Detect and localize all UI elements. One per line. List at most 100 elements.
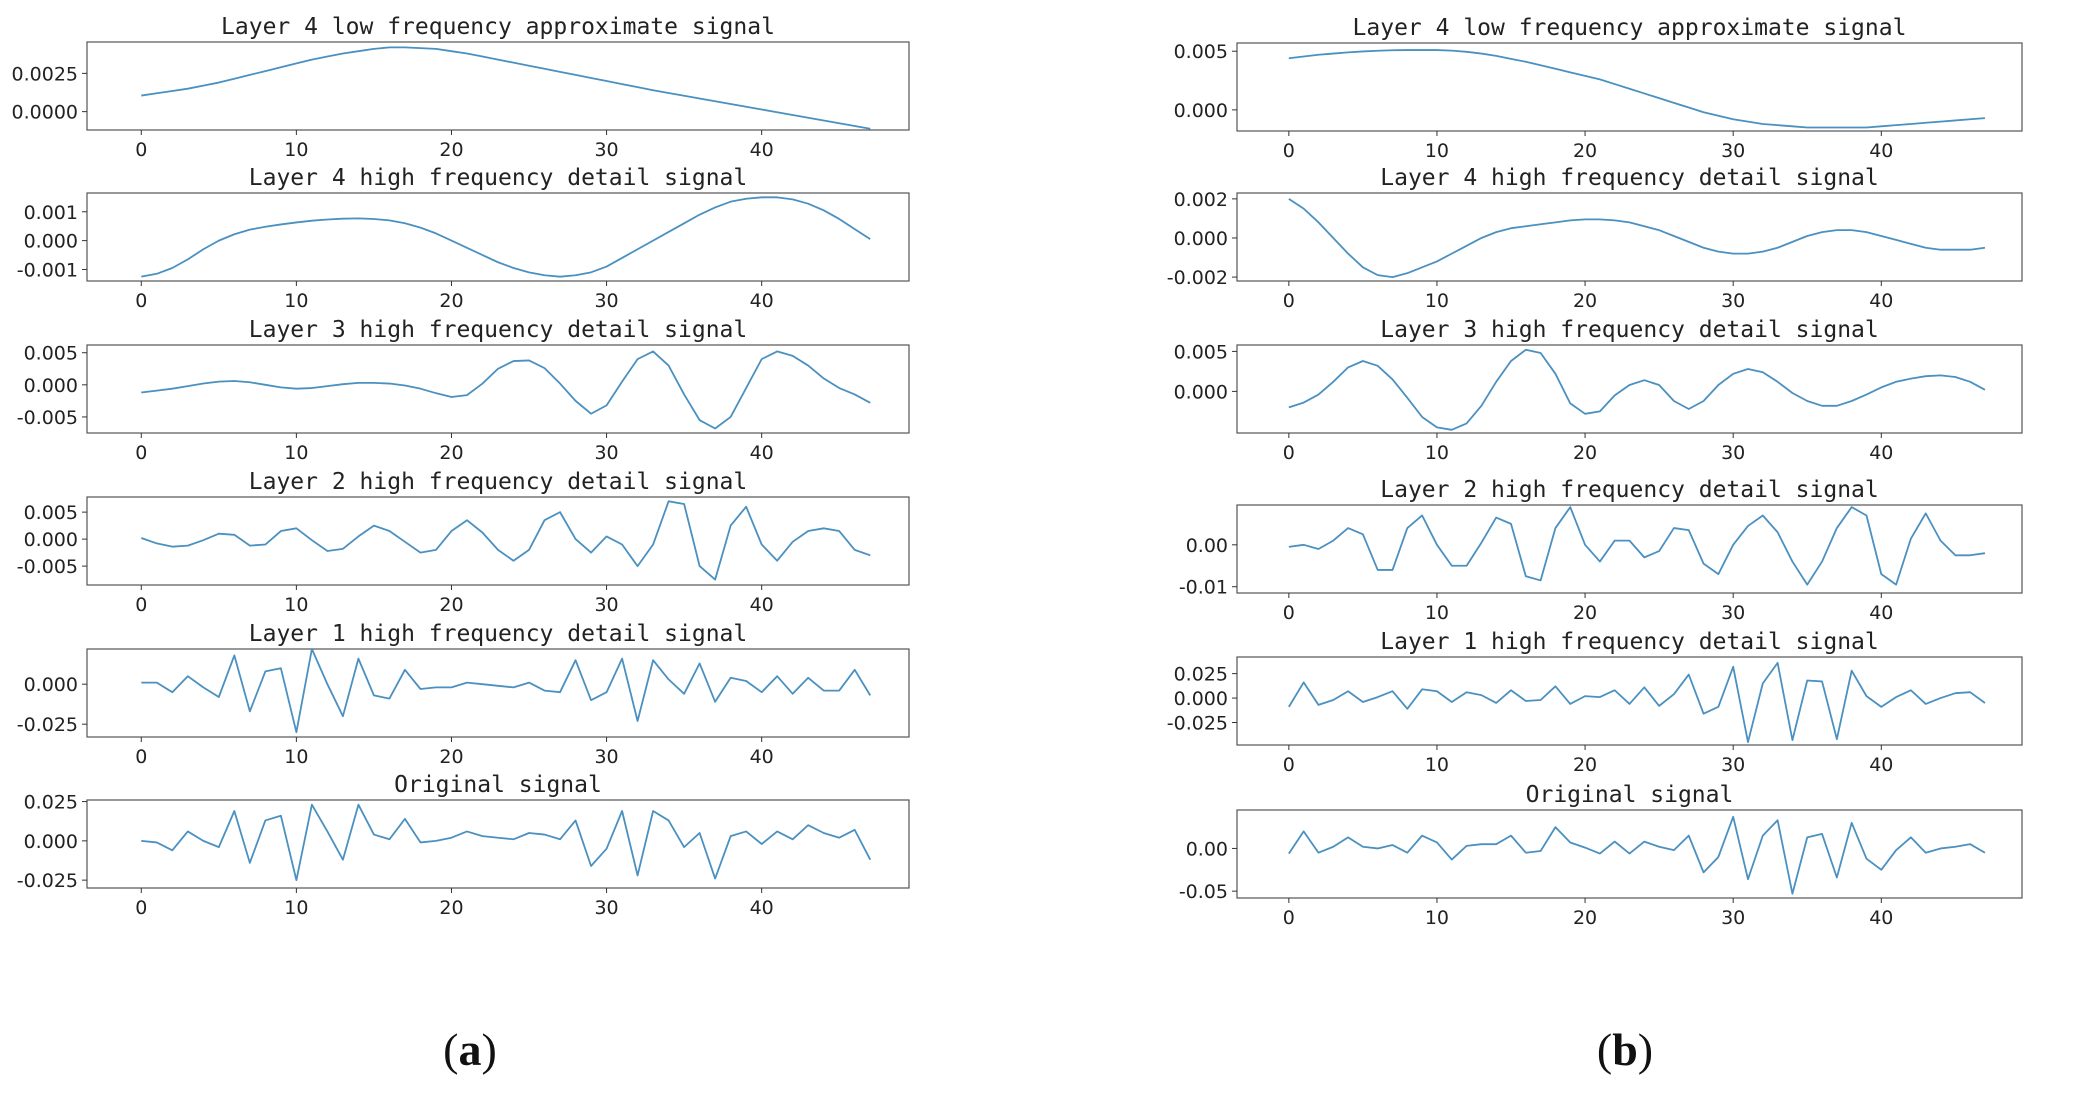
data-point [1480,237,1482,239]
data-point [373,218,375,220]
data-point [1925,122,1927,124]
data-point [311,539,313,541]
data-point [1984,247,1986,249]
data-point [171,545,173,547]
data-point [760,196,762,198]
x-tick-label: 30 [594,897,618,919]
data-point [1480,542,1482,544]
y-tick-label: -0.025 [1167,713,1228,735]
data-point [621,543,623,545]
data-point [559,275,561,277]
axes-frame [1236,504,2023,594]
data-point [1495,702,1497,704]
data-point [1673,527,1675,529]
x-tick-label: 10 [1425,442,1449,464]
data-point [1776,531,1778,533]
data-point [1569,506,1571,508]
data-point [202,686,204,688]
caption-open-paren: ( [1597,1024,1612,1075]
data-point [1317,54,1319,56]
data-point [1776,381,1778,383]
x-tick-label: 40 [1869,907,1893,929]
data-point [1436,544,1438,546]
data-point [280,815,282,817]
data-point [1451,49,1453,51]
x-tick-label: 30 [594,139,618,161]
x-tick-label: 20 [439,594,463,616]
data-point [1895,583,1897,585]
data-point [497,549,499,551]
data-point [745,830,747,832]
x-tick-label: 20 [439,290,463,312]
axes-frame [1236,809,2023,899]
y-tick-label: 0.005 [1174,341,1228,363]
data-point [760,108,762,110]
data-point [729,416,731,418]
data-point [1421,49,1423,51]
data-point [1480,52,1482,54]
data-point [1732,666,1734,668]
data-point [1821,405,1823,407]
data-point [435,392,437,394]
data-point [760,691,762,693]
x-tick-label: 0 [135,594,147,616]
x-tick-label: 0 [135,290,147,312]
data-point [1954,249,1956,251]
data-point [1747,878,1749,880]
data-point [745,506,747,508]
data-point [1451,701,1453,703]
data-point [156,841,158,843]
data-point [264,384,266,386]
data-point [1910,537,1912,539]
y-tick-label: -0.001 [17,259,78,281]
data-point [1865,126,1867,128]
data-point [1776,819,1778,821]
data-point [1569,841,1571,843]
data-point [450,50,452,52]
data-point [1599,852,1601,854]
data-point [1925,512,1927,514]
data-point [466,681,468,683]
data-point [807,677,809,679]
data-point [1865,231,1867,233]
axes-frame [1236,192,2023,282]
data-point [404,384,406,386]
data-point [574,819,576,821]
data-point [1954,692,1956,694]
data-point [1421,416,1423,418]
data-point [280,66,282,68]
data-point [667,500,669,502]
subplot: Layer 3 high frequency detail signal 0 10 2… [17,317,910,464]
data-point [838,122,840,124]
data-point [854,669,856,671]
data-point [559,71,561,73]
data-point [1895,239,1897,241]
data-point [1525,61,1527,63]
data-point [760,843,762,845]
x-tick-label: 20 [439,746,463,768]
x-tick-label: 30 [1721,754,1745,776]
x-tick-label: 20 [439,442,463,464]
caption-letter: b [1612,1024,1638,1075]
data-point [869,859,871,861]
data-point [869,402,871,404]
data-point [838,837,840,839]
data-point [854,829,856,831]
y-tick-label: -0.005 [17,556,78,578]
data-point [1569,71,1571,73]
data-point [1762,834,1764,836]
data-point [187,830,189,832]
caption-close-paren: ) [1638,1024,1653,1075]
data-point [776,830,778,832]
data-point [574,538,576,540]
data-point [1569,402,1571,404]
x-tick-label: 10 [284,290,308,312]
subplot: Layer 4 low frequency approximate signal… [1174,15,2023,162]
data-point [264,819,266,821]
y-tick-label: 0.000 [1174,381,1228,403]
data-point [760,358,762,360]
data-point [854,549,856,551]
data-point [652,659,654,661]
data-point [1673,235,1675,237]
data-point [1984,117,1986,119]
